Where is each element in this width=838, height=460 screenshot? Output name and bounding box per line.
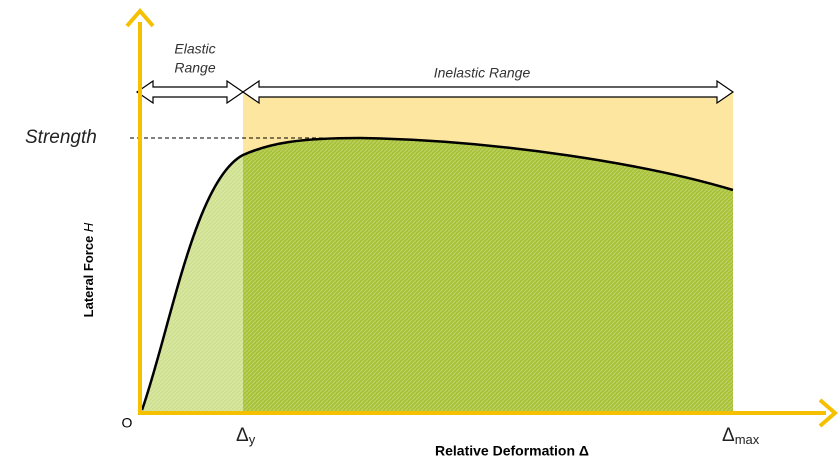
x-axis-label: Relative Deformation Δ [435,443,589,459]
elastic-label: Elastic [174,41,215,57]
inelastic-hatch [243,138,733,413]
max-subscript: max [735,432,760,447]
origin-label: O [122,415,133,431]
force-curve [140,136,734,411]
inelastic-label: Inelastic Range [434,65,531,81]
elastic-arrow [135,79,245,105]
max-symbol: Δ [722,425,735,446]
yield-symbol: Δ [236,425,249,446]
x-axis-arrow [818,398,838,428]
strength-label: Strength [25,127,97,148]
yield-label: Δy [236,425,256,447]
max-label: Δmax [722,425,760,447]
yield-subscript: y [249,432,256,447]
y-axis-label-text: Lateral Force [81,236,96,318]
y-axis-label-variable: H [81,222,96,232]
elastic-label: Range [174,60,215,76]
elastic-hatch [142,155,243,413]
y-axis-label: Lateral Force H [81,222,96,317]
y-axis-arrow [125,7,155,28]
inelastic-arrow [241,79,735,105]
